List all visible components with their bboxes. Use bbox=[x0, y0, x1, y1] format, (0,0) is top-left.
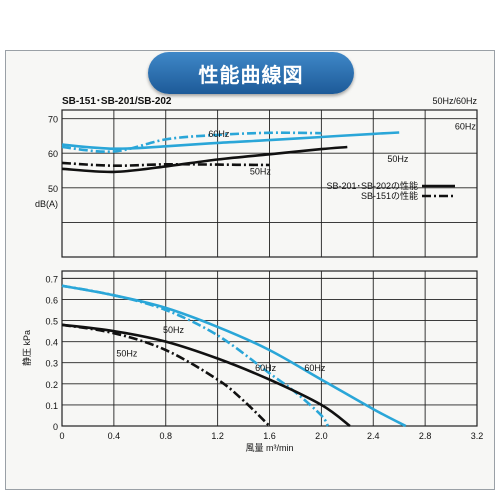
x-tick-label: 0 bbox=[59, 431, 64, 441]
labels-layer: 50 60 70 dB(A) 0 0.1 0.2 0.3 0.4 0.5 0.6 0.7 静圧 kPa 0… bbox=[21, 115, 483, 453]
noise-annotation: 60Hz bbox=[455, 122, 477, 132]
db-tick-label: 60 bbox=[48, 149, 58, 159]
pressure-tick-label: 0 bbox=[53, 422, 58, 432]
x-tick-label: 1.6 bbox=[263, 431, 276, 441]
noise-curve-sb201-202-50hz bbox=[61, 145, 348, 174]
x-tick-label: 2.8 bbox=[419, 431, 432, 441]
noise-curve-sb201-202-60hz bbox=[61, 131, 400, 151]
x-axis-label: 風量 m³/min bbox=[246, 443, 294, 453]
pressure-tick-label: 0.5 bbox=[45, 317, 58, 327]
x-tick-label: 0.4 bbox=[108, 431, 121, 441]
x-tick-label: 2.0 bbox=[315, 431, 328, 441]
x-tick-label: 1.2 bbox=[211, 431, 224, 441]
noise-annotation: 60Hz bbox=[208, 129, 230, 139]
x-tick-label: 0.8 bbox=[159, 431, 172, 441]
noise-curve-sb151-60hz bbox=[61, 131, 322, 154]
legend-label: SB-201･SB-202の性能 bbox=[326, 180, 418, 191]
chart-title-banner: 性能曲線図 bbox=[148, 52, 354, 94]
pressure-curve-sb201-202-50hz bbox=[61, 323, 351, 428]
pressure-curve-sb151-60hz bbox=[61, 284, 330, 427]
pressure-tick-label: 0.3 bbox=[45, 359, 58, 369]
pressure-annotation: 60Hz bbox=[255, 363, 277, 373]
pressure-tick-label: 0.1 bbox=[45, 401, 58, 411]
pressure-annotation: 50Hz bbox=[116, 348, 138, 358]
pressure-annotation: 60Hz bbox=[304, 363, 326, 373]
chart-frame bbox=[5, 50, 495, 490]
legend-label: SB-151の性能 bbox=[361, 190, 418, 201]
frequency-note: 50Hz/60Hz bbox=[432, 96, 477, 106]
pressure-axis-label: 静圧 kPa bbox=[21, 330, 32, 366]
pressure-annotation: 50Hz bbox=[163, 325, 185, 335]
pressure-tick-label: 0.7 bbox=[45, 274, 58, 284]
pressure-tick-label: 0.2 bbox=[45, 380, 58, 390]
noise-curve-sb151-50hz bbox=[61, 161, 270, 168]
db-axis-label: dB(A) bbox=[35, 199, 58, 209]
model-label: SB-151･SB-201/SB-202 bbox=[62, 96, 172, 107]
x-tick-label: 3.2 bbox=[471, 431, 484, 441]
pressure-curve-sb151-50hz bbox=[61, 323, 271, 427]
noise-annotation: 50Hz bbox=[250, 167, 272, 177]
noise-annotation: 50Hz bbox=[387, 154, 409, 164]
db-tick-label: 50 bbox=[48, 184, 58, 194]
pressure-tick-label: 0.4 bbox=[45, 338, 58, 348]
series-layer bbox=[61, 131, 407, 428]
db-tick-label: 70 bbox=[48, 115, 58, 125]
lower-grid bbox=[61, 270, 478, 427]
chart-title: 性能曲線図 bbox=[198, 64, 304, 87]
pressure-tick-label: 0.6 bbox=[45, 295, 58, 305]
x-tick-label: 2.4 bbox=[367, 431, 380, 441]
